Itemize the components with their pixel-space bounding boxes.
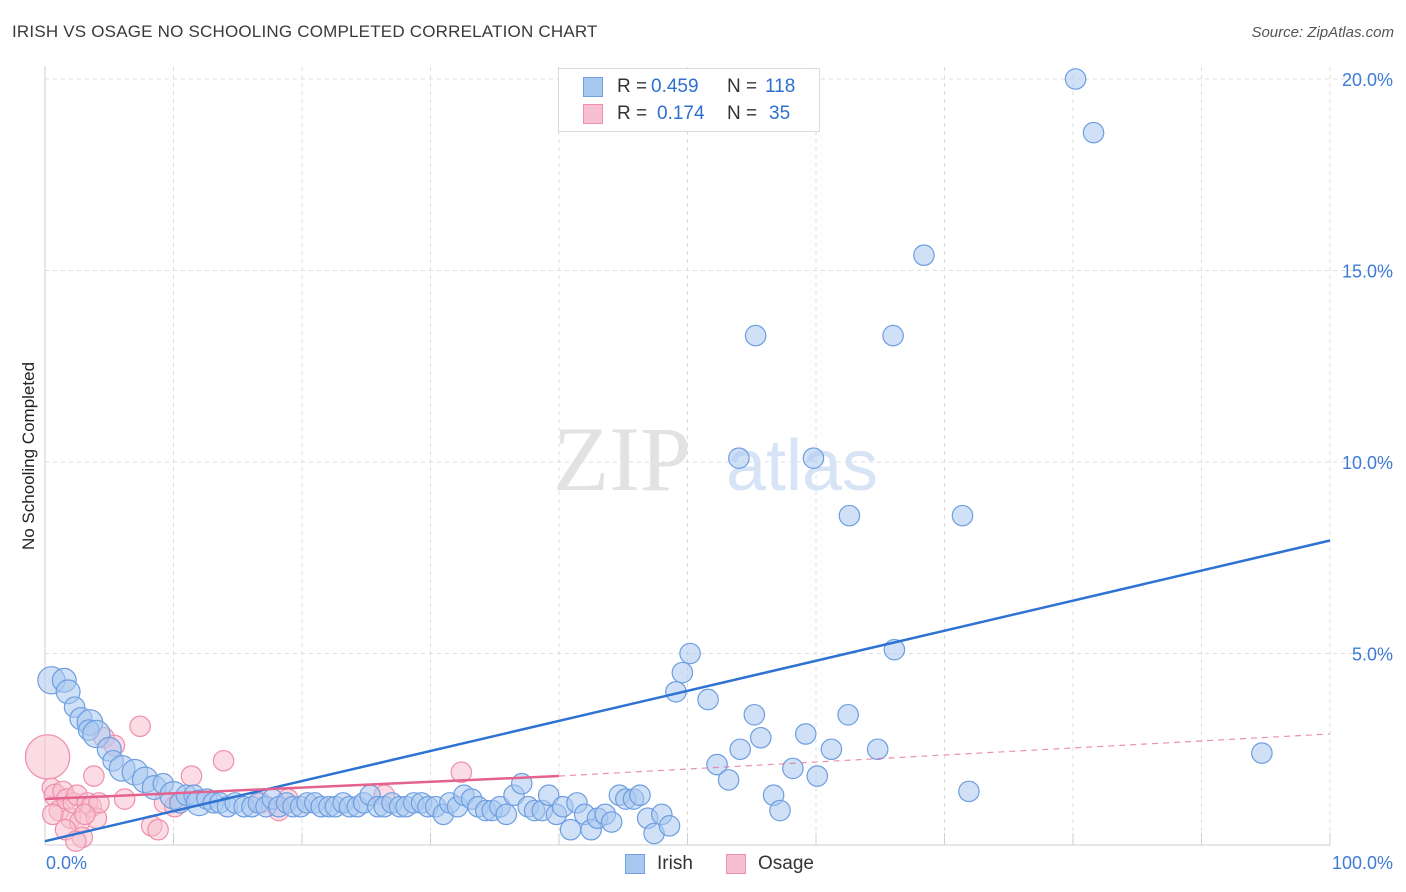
irish-point [769,799,791,822]
osage-point [24,734,71,780]
osage-point [450,761,473,784]
irish-point [913,244,935,266]
irish-point [537,784,560,807]
irish-swatch [625,854,645,874]
osage-swatch [583,104,603,124]
y-tick-label: 15.0% [1342,262,1393,282]
irish-point [729,738,751,761]
y-tick-label: 10.0% [1342,453,1393,473]
irish-point [706,753,728,776]
irish-point [629,784,651,807]
irish-point [495,803,518,826]
stats-legend: R = 0.459 N = 118 R = 0.174 N = 35 [558,68,820,132]
legend-r-value: 0.174 [657,103,705,124]
y-axis-label: No Schooling Completed [19,362,38,550]
osage-swatch [726,854,746,874]
y-tick-label: 20.0% [1342,70,1393,90]
osage-trend-line [44,774,560,801]
irish-point [820,738,843,761]
y-tick-label: 5.0% [1352,645,1393,665]
osage-point [113,788,136,810]
irish-point [794,723,817,745]
x-tick-label: 100.0% [1332,853,1393,873]
watermark: ZIP atlas [553,408,878,510]
legend-r-label: R = [617,76,648,97]
chart-source: Source: ZipAtlas.com [1251,24,1394,41]
axes [44,66,1331,846]
legend-n-label: N = [727,76,758,97]
bottom-legend-label: Irish [657,853,693,874]
irish-points [37,68,1273,845]
irish-point [1251,742,1273,764]
irish-point [838,504,861,527]
irish-point [728,447,750,469]
irish-point [882,324,904,347]
legend-n-label: N = [727,103,758,124]
osage-point [83,765,105,787]
irish-swatch [583,77,603,97]
regression-lines [44,539,1331,843]
osage-point [147,818,169,841]
irish-point [782,757,804,780]
irish-point [679,642,701,665]
irish-point [951,504,974,527]
osage-point [41,803,64,826]
grid [45,67,1392,845]
irish-point [744,324,767,347]
irish-point [749,726,772,749]
irish-point [802,447,825,469]
irish-point [1082,121,1105,144]
irish-point [658,815,681,837]
chart-title: IRISH VS OSAGE NO SCHOOLING COMPLETED CO… [12,22,598,41]
irish-point [837,703,859,726]
irish-point [743,703,766,726]
osage-point [212,749,235,772]
irish-point [1064,68,1087,90]
irish-point [806,765,829,787]
watermark-atlas: atlas [726,426,878,506]
irish-point [671,661,694,684]
irish-trend-line [44,539,1331,843]
legend-r-label: R = [617,103,648,124]
irish-point [866,738,889,761]
watermark-zip: ZIP [553,408,691,510]
legend-n-value: 118 [765,76,796,97]
legend-r-value: 0.459 [651,76,699,97]
bottom-legend-label: Osage [758,853,814,874]
osage-point [74,803,96,826]
irish-point [958,780,980,803]
tick-labels: 5.0% 10.0% 15.0% 20.0% 0.0% 100.0% [46,70,1393,873]
osage-point [180,765,203,787]
irish-point [600,811,623,833]
osage-point [129,715,151,738]
legend-n-value: 35 [769,103,791,124]
osage-trend-extension [558,733,1331,777]
irish-point [717,769,740,791]
irish-point [697,688,719,711]
x-tick-label: 0.0% [46,853,87,873]
